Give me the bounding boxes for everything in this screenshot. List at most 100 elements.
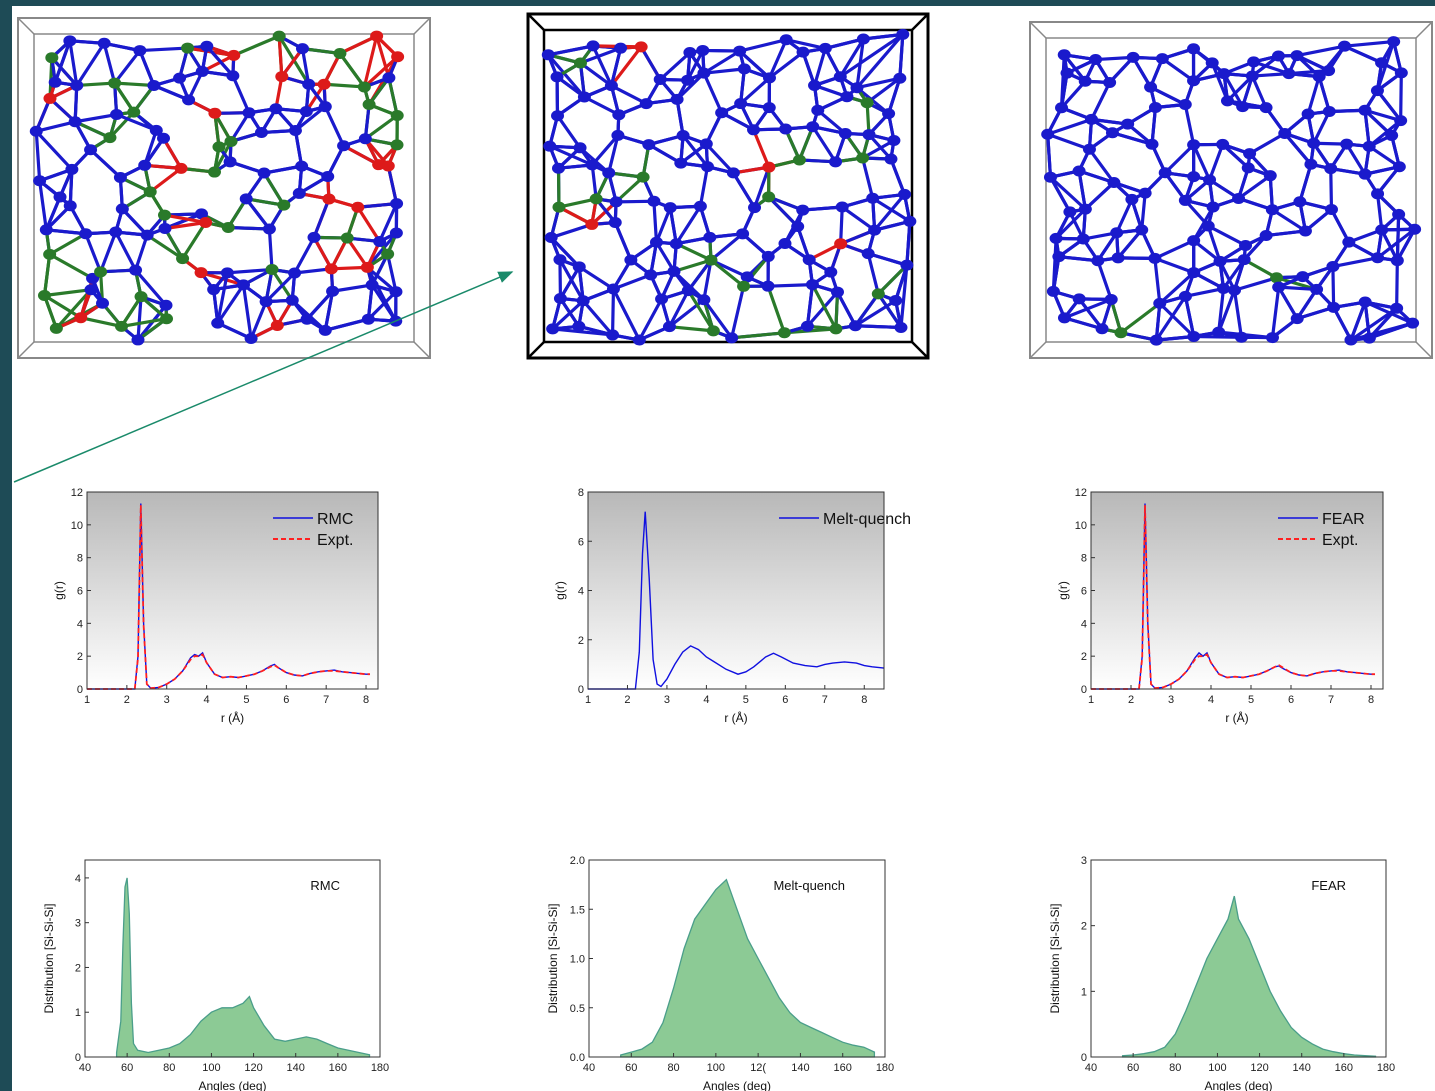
y-axis-label: g(r) — [52, 581, 66, 600]
bond — [1268, 174, 1274, 212]
bond — [783, 127, 802, 162]
bond — [610, 287, 616, 337]
bond — [549, 235, 581, 269]
atom — [65, 163, 79, 175]
y-tick-label: 0 — [1081, 684, 1087, 696]
atom — [900, 259, 914, 271]
bond — [1054, 207, 1087, 240]
atom — [299, 106, 313, 118]
atom — [649, 236, 663, 248]
atom — [1107, 177, 1121, 189]
y-tick-label: 2.0 — [570, 855, 585, 867]
box-edge — [413, 17, 431, 35]
bond — [84, 232, 103, 274]
atom — [1327, 301, 1341, 313]
bond — [1119, 301, 1162, 335]
bond — [44, 195, 62, 232]
x-tick-label: 160 — [1335, 1062, 1353, 1074]
atom — [1293, 196, 1307, 208]
bond — [578, 46, 623, 65]
atom — [1371, 252, 1385, 264]
bond — [558, 265, 581, 301]
bond — [738, 38, 788, 53]
bond — [730, 331, 786, 340]
atom — [207, 166, 221, 178]
atom — [544, 232, 558, 244]
atom — [224, 135, 238, 147]
atom — [1052, 251, 1066, 263]
chart-bad-melt: Melt-quench 40 60 80 100 12(140 160 180 0.0 0.5 1.… — [546, 855, 894, 1091]
box-edge — [413, 341, 431, 359]
atom — [734, 98, 748, 110]
box-inner-frame — [33, 33, 415, 343]
bond — [767, 195, 800, 229]
bond — [148, 166, 183, 194]
bond — [1395, 212, 1401, 263]
y-tick-label: 2 — [578, 635, 584, 647]
atom — [221, 222, 235, 234]
atom — [606, 329, 620, 341]
bond — [1295, 287, 1319, 321]
bond — [698, 165, 710, 208]
bond — [578, 61, 587, 99]
atom — [1125, 193, 1139, 205]
atom — [586, 40, 600, 52]
bond — [378, 202, 399, 244]
atom — [546, 323, 560, 335]
atom — [893, 72, 907, 84]
atom — [802, 254, 816, 266]
x-tick-label: 120 — [244, 1062, 262, 1074]
atom — [390, 139, 404, 151]
bond — [702, 298, 734, 340]
atom — [737, 280, 751, 292]
bond — [267, 227, 274, 272]
atom — [322, 193, 336, 205]
atom — [131, 334, 145, 346]
bond — [1345, 142, 1367, 176]
atom — [74, 312, 88, 324]
atom — [604, 80, 618, 92]
atom — [1301, 108, 1315, 120]
atom — [223, 156, 237, 168]
bond — [702, 258, 713, 302]
atom — [1072, 293, 1086, 305]
bond — [162, 213, 208, 225]
y-tick-label: 3 — [75, 918, 81, 930]
bond — [1283, 131, 1313, 166]
atom — [1406, 317, 1420, 329]
bond — [704, 111, 724, 146]
atom — [866, 192, 880, 204]
bond — [702, 67, 746, 75]
atom — [149, 124, 163, 136]
bond — [1183, 286, 1226, 298]
bond — [338, 51, 366, 89]
atom — [33, 175, 47, 187]
atom — [1375, 224, 1389, 236]
atom — [333, 47, 347, 59]
bond — [1046, 117, 1094, 136]
legend-label: FEAR — [1322, 511, 1365, 528]
fear-structure — [1029, 21, 1433, 359]
atom — [1344, 334, 1358, 346]
atom — [1237, 254, 1251, 266]
box-edge — [1029, 341, 1047, 359]
atom — [176, 253, 190, 265]
atom — [1337, 40, 1351, 52]
atom — [761, 280, 775, 292]
bond — [835, 290, 857, 328]
bond — [1342, 39, 1396, 48]
bond — [876, 292, 903, 330]
bond — [145, 233, 185, 261]
atom — [63, 35, 77, 47]
bond — [138, 46, 190, 53]
bond — [88, 148, 123, 180]
bond — [79, 316, 124, 329]
atom — [1322, 65, 1336, 77]
bond — [855, 76, 902, 90]
bond — [549, 222, 594, 240]
y-tick-label: 2 — [75, 962, 81, 974]
x-tick-label: 1 — [1088, 694, 1094, 706]
atom — [194, 267, 208, 279]
